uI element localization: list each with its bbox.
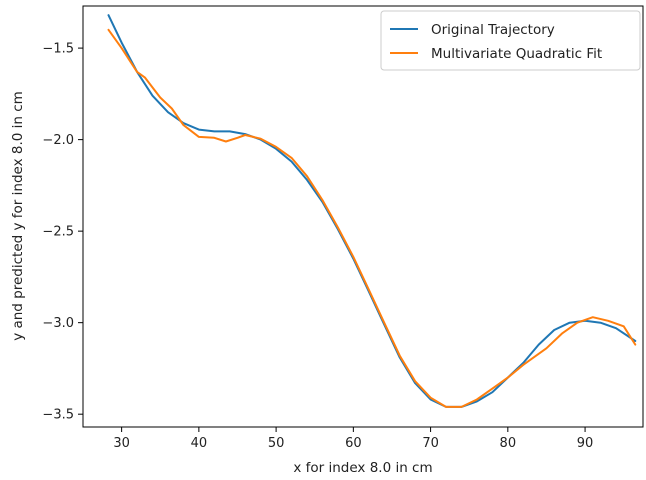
x-tick-label: 40 <box>191 436 208 451</box>
x-tick-label: 50 <box>268 436 285 451</box>
x-axis-label: x for index 8.0 in cm <box>293 460 432 476</box>
legend: Original Trajectory Multivariate Quadrat… <box>380 10 641 71</box>
plot-frame <box>82 5 644 428</box>
x-tick-label: 60 <box>345 436 362 451</box>
legend-box <box>380 10 641 71</box>
y-tick-label: −3.5 <box>42 408 74 423</box>
y-tick-label: −2.5 <box>42 225 74 240</box>
x-tick-label: 80 <box>500 436 517 451</box>
series-line-1 <box>107 28 637 408</box>
plot-lines <box>107 14 637 408</box>
legend-label-quadratic-fit: Multivariate Quadratic Fit <box>431 46 602 62</box>
y-tick-label: −2.0 <box>42 133 74 148</box>
y-axis-label: y and predicted y for index 8.0 in cm <box>10 91 26 341</box>
x-tick-label: 30 <box>113 436 130 451</box>
x-tick-label: 90 <box>577 436 594 451</box>
y-tick-label: −1.5 <box>42 42 74 57</box>
y-axis: −1.5 −2.0 −2.5 −3.0 −3.5 <box>42 42 83 423</box>
x-tick-label: 70 <box>422 436 439 451</box>
x-axis: 30 40 50 60 70 80 90 <box>113 427 593 451</box>
y-tick-label: −3.0 <box>42 316 74 331</box>
legend-label-original-trajectory: Original Trajectory <box>431 22 555 38</box>
